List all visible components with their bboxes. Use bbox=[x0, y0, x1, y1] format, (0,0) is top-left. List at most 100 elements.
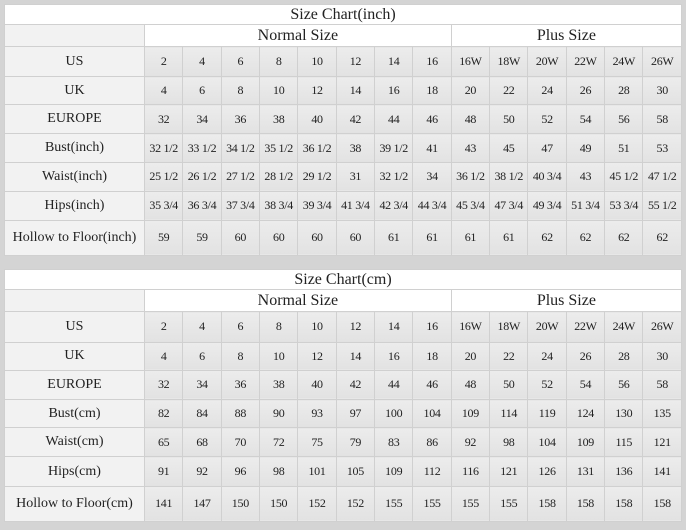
size-cell: 33 1/2 bbox=[182, 133, 222, 163]
size-cell: 100 bbox=[374, 398, 414, 429]
size-cell: 43 bbox=[450, 133, 491, 163]
size-cell: 121 bbox=[489, 456, 529, 487]
size-cell: 68 bbox=[182, 427, 222, 458]
row-label: Bust(inch) bbox=[4, 133, 145, 163]
size-cell: 50 bbox=[489, 369, 529, 401]
size-cell: 24W bbox=[604, 311, 644, 343]
size-cell: 22 bbox=[489, 341, 529, 371]
size-cell: 32 bbox=[143, 369, 184, 401]
size-cell: 155 bbox=[489, 485, 529, 523]
size-cell: 10 bbox=[259, 341, 299, 371]
row-label: Waist(cm) bbox=[4, 427, 145, 458]
size-cell: 28 bbox=[604, 341, 644, 371]
size-cell: 38 bbox=[259, 104, 299, 135]
size-cell: 34 bbox=[412, 161, 452, 192]
size-cell: 42 3/4 bbox=[374, 190, 414, 221]
size-cell: 97 bbox=[335, 398, 376, 429]
size-cell: 36 bbox=[220, 104, 261, 135]
size-cell: 10 bbox=[297, 46, 337, 78]
size-cell: 4 bbox=[143, 76, 184, 106]
size-cell: 4 bbox=[182, 46, 222, 78]
size-chart-cm: Size Chart(cm) Normal Size Plus Size US 2 4 6 8… bbox=[4, 268, 683, 523]
size-cell: 158 bbox=[604, 485, 644, 523]
size-cell: 28 bbox=[604, 76, 644, 106]
size-cell: 6 bbox=[182, 341, 222, 371]
size-cell: 39 3/4 bbox=[297, 190, 337, 221]
size-cell: 26W bbox=[642, 46, 682, 78]
size-cell: 98 bbox=[259, 456, 299, 487]
size-cell: 8 bbox=[220, 341, 261, 371]
size-cell: 90 bbox=[259, 398, 299, 429]
size-cell: 22W bbox=[565, 46, 606, 78]
size-cell: 8 bbox=[220, 76, 261, 106]
size-cell: 91 bbox=[143, 456, 184, 487]
size-cell: 36 1/2 bbox=[297, 133, 337, 163]
size-cell: 105 bbox=[335, 456, 376, 487]
size-cell: 54 bbox=[565, 104, 606, 135]
group-header-plus: Plus Size bbox=[450, 24, 683, 48]
group-header-normal: Normal Size bbox=[144, 24, 452, 48]
size-cell: 88 bbox=[220, 398, 261, 429]
size-cell: 158 bbox=[527, 485, 567, 523]
size-cell: 44 bbox=[374, 369, 414, 401]
size-chart-inch: Size Chart(inch) Normal Size Plus Size US 2 4… bbox=[4, 3, 683, 257]
size-cell: 62 bbox=[565, 219, 606, 257]
size-cell: 51 3/4 bbox=[565, 190, 606, 221]
size-cell: 60 bbox=[220, 219, 261, 257]
size-cell: 45 3/4 bbox=[450, 190, 491, 221]
size-cell: 82 bbox=[143, 398, 184, 429]
size-cell: 24 bbox=[527, 341, 567, 371]
size-cell: 44 3/4 bbox=[412, 190, 452, 221]
size-cell: 47 1/2 bbox=[642, 161, 682, 192]
row-label: UK bbox=[4, 341, 145, 371]
size-cell: 48 bbox=[450, 104, 491, 135]
size-cell: 32 1/2 bbox=[143, 133, 184, 163]
size-cell: 46 bbox=[412, 104, 452, 135]
size-cell: 20W bbox=[527, 311, 567, 343]
size-cell: 18W bbox=[489, 311, 529, 343]
size-cell: 51 bbox=[604, 133, 644, 163]
size-cell: 150 bbox=[259, 485, 299, 523]
size-cell: 6 bbox=[220, 311, 261, 343]
size-cell: 47 bbox=[527, 133, 567, 163]
size-cell: 29 1/2 bbox=[297, 161, 337, 192]
size-cell: 56 bbox=[604, 104, 644, 135]
size-cell: 155 bbox=[374, 485, 414, 523]
size-table: Size Chart(inch) Normal Size Plus Size US 2 4… bbox=[4, 3, 683, 257]
row-label: Hollow to Floor(cm) bbox=[4, 485, 145, 523]
size-cell: 40 3/4 bbox=[527, 161, 567, 192]
size-cell: 36 bbox=[220, 369, 261, 401]
size-cell: 152 bbox=[297, 485, 337, 523]
size-cell: 24 bbox=[527, 76, 567, 106]
row-label: EUROPE bbox=[4, 369, 145, 401]
size-cell: 14 bbox=[335, 76, 376, 106]
size-cell: 62 bbox=[527, 219, 567, 257]
size-cell: 12 bbox=[297, 341, 337, 371]
chart-title: Size Chart(inch) bbox=[4, 3, 682, 26]
size-cell: 10 bbox=[259, 76, 299, 106]
size-cell: 12 bbox=[297, 76, 337, 106]
table-row: Waist(cm) 65 68 70 72 75 79 83 86 92 98 104 109 115 12… bbox=[4, 427, 682, 458]
size-cell: 38 1/2 bbox=[489, 161, 529, 192]
table-row: EUROPE 32 34 36 38 40 42 44 46 48 50 52 54 56 58 bbox=[4, 104, 682, 135]
size-cell: 34 bbox=[182, 369, 222, 401]
size-cell: 56 bbox=[604, 369, 644, 401]
size-cell: 27 1/2 bbox=[220, 161, 261, 192]
size-cell: 32 1/2 bbox=[374, 161, 414, 192]
size-cell: 60 bbox=[297, 219, 337, 257]
size-cell: 38 bbox=[259, 369, 299, 401]
size-cell: 32 bbox=[143, 104, 184, 135]
size-cell: 25 1/2 bbox=[143, 161, 184, 192]
size-cell: 26 bbox=[565, 341, 606, 371]
size-cell: 109 bbox=[374, 456, 414, 487]
row-label: US bbox=[4, 46, 145, 78]
row-label: Hollow to Floor(inch) bbox=[4, 219, 145, 257]
size-cell: 60 bbox=[259, 219, 299, 257]
size-cell: 96 bbox=[220, 456, 261, 487]
group-header-normal: Normal Size bbox=[144, 289, 452, 313]
size-cell: 62 bbox=[604, 219, 644, 257]
size-cell: 158 bbox=[642, 485, 682, 523]
size-cell: 16 bbox=[374, 76, 414, 106]
size-cell: 115 bbox=[604, 427, 644, 458]
size-cell: 34 1/2 bbox=[220, 133, 261, 163]
